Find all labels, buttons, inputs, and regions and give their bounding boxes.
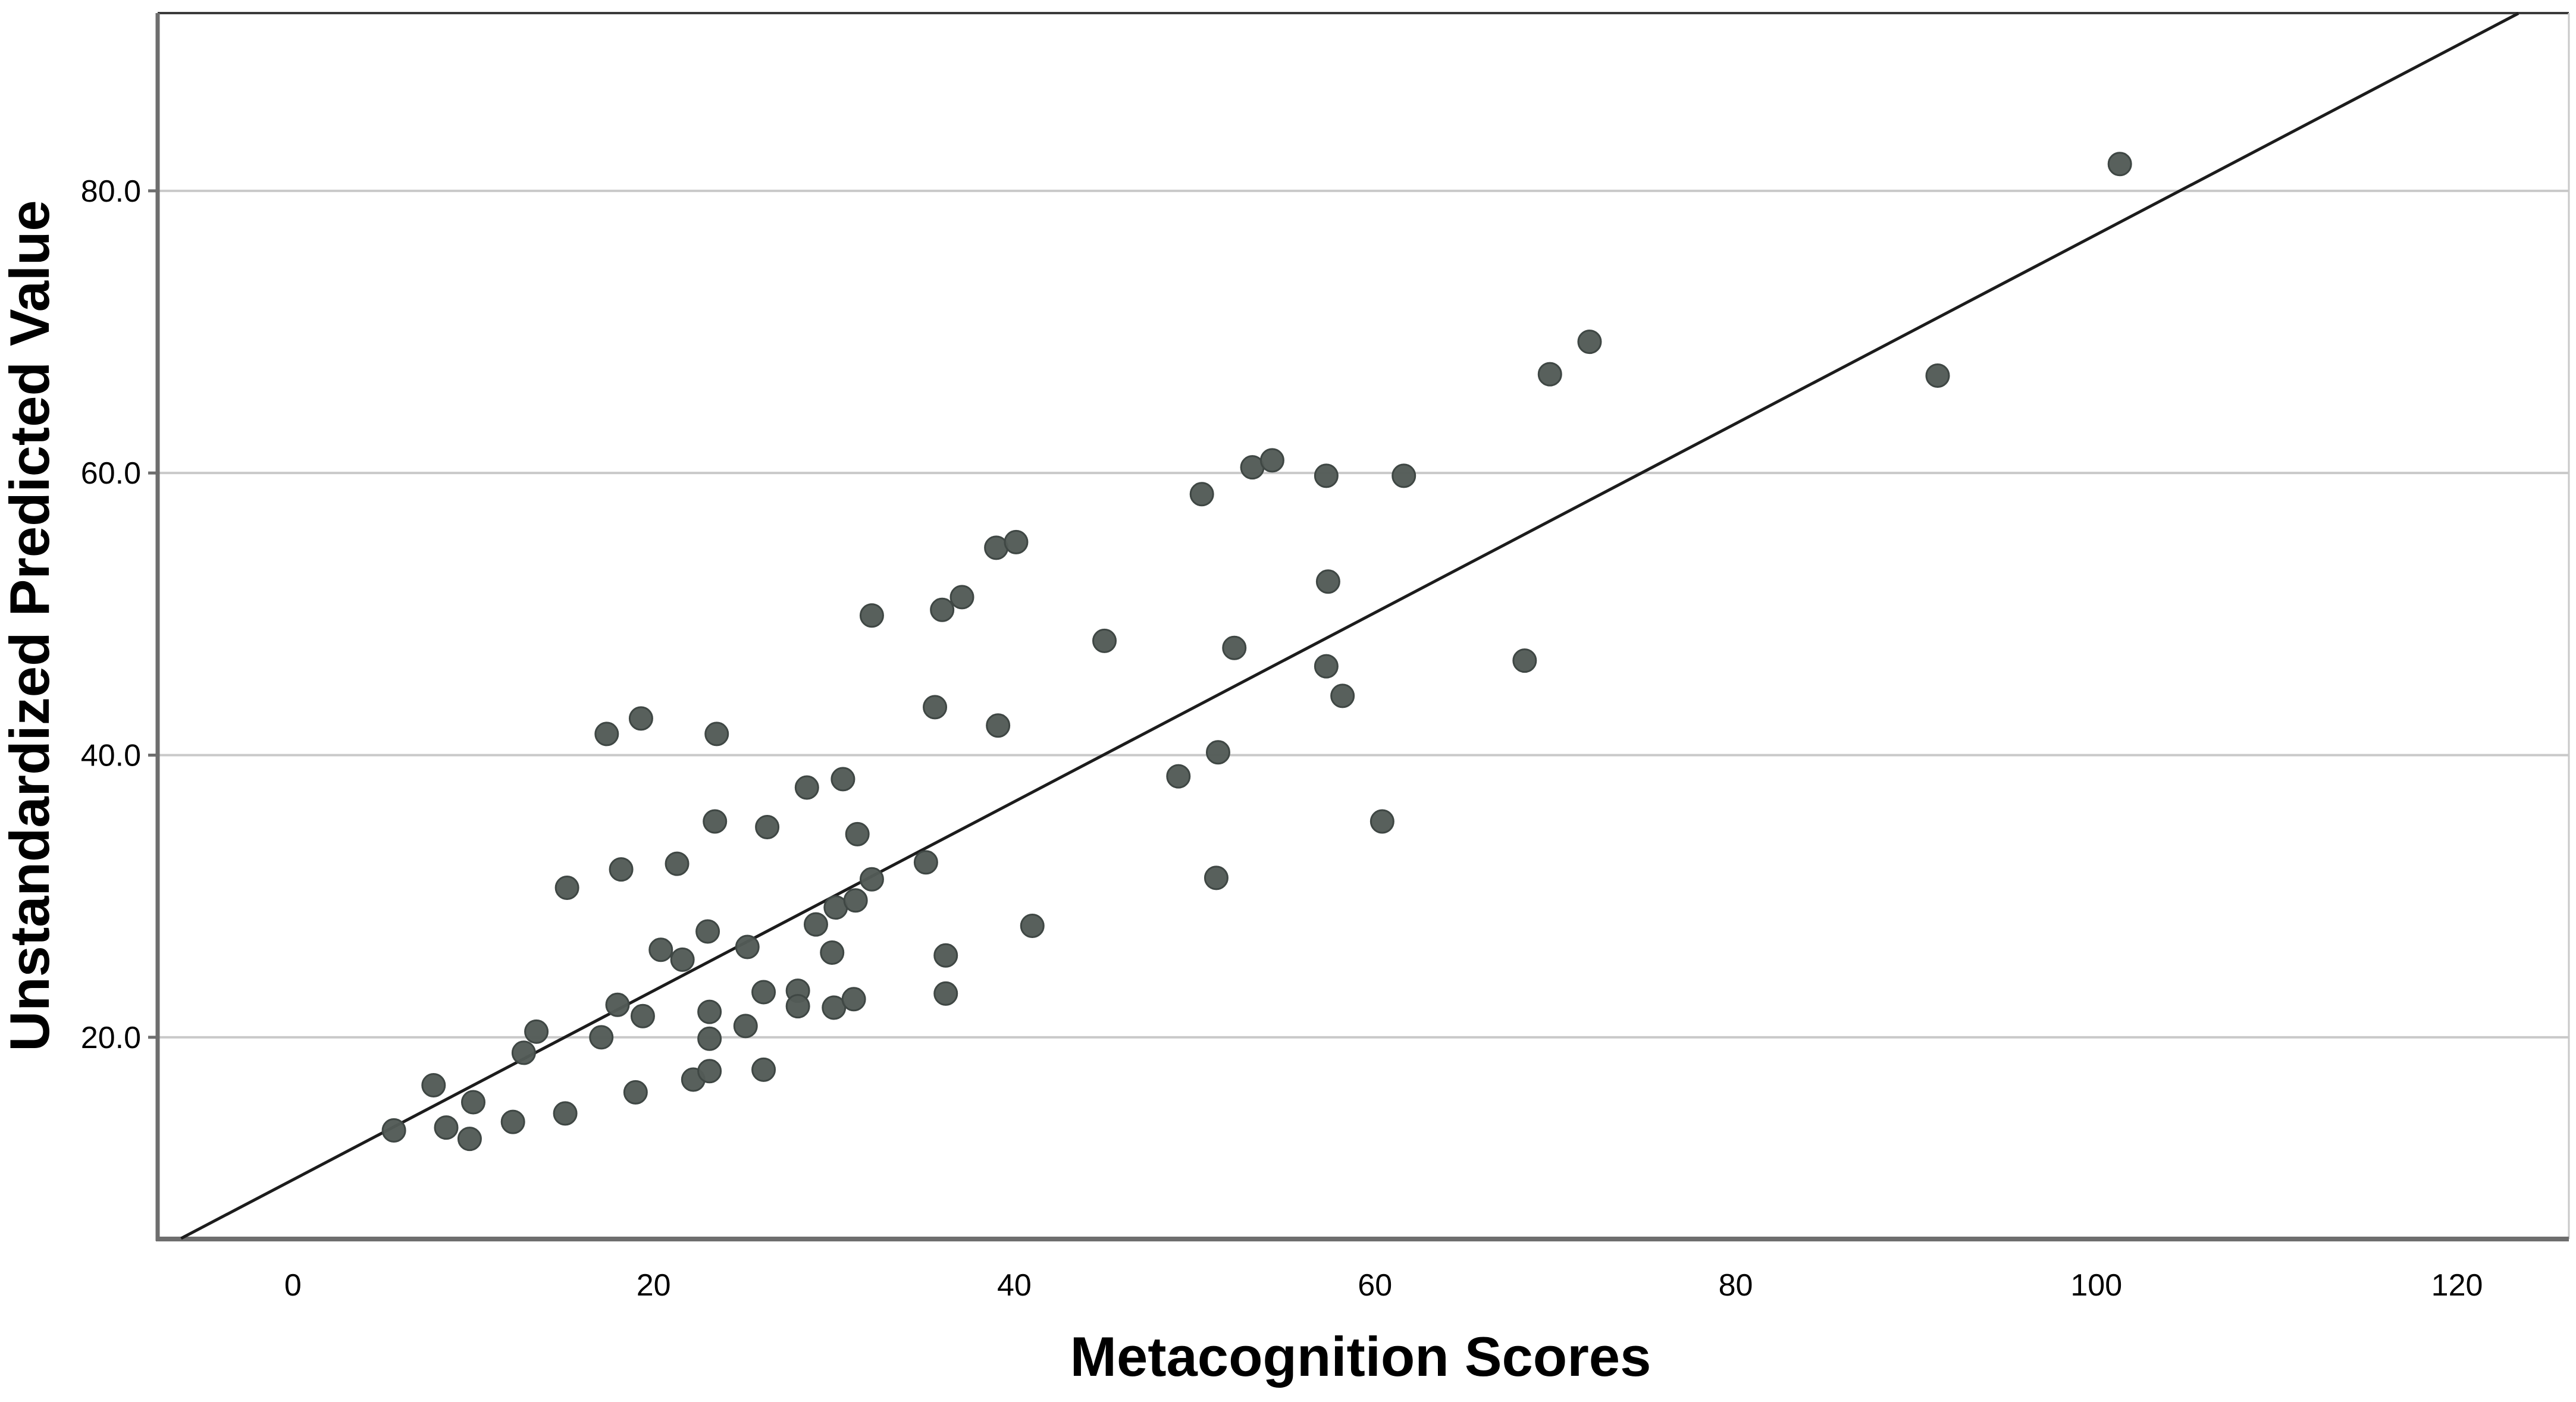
data-point	[933, 943, 958, 968]
data-point	[2107, 152, 2132, 177]
data-point	[859, 603, 884, 628]
data-point	[697, 1059, 722, 1084]
data-point	[845, 821, 870, 846]
data-point	[1314, 654, 1339, 679]
data-point	[843, 888, 868, 913]
data-point	[803, 912, 828, 937]
data-point	[1020, 913, 1045, 938]
data-point	[421, 1072, 446, 1097]
x-tick-label-20: 20	[637, 1268, 671, 1303]
data-point	[735, 934, 760, 959]
data-point	[1205, 740, 1230, 765]
data-point	[1370, 809, 1394, 834]
x-tick-label-0: 0	[284, 1268, 302, 1303]
data-point	[511, 1040, 536, 1065]
plot-area: 20.0 40.0 60.0 80.0 0 20 40 60 80 100 120	[81, 12, 2570, 1303]
data-point	[381, 1118, 406, 1143]
data-point	[986, 713, 1011, 738]
data-point	[1392, 463, 1417, 488]
data-point	[648, 937, 673, 962]
data-point	[933, 981, 958, 1006]
data-point	[697, 1026, 722, 1051]
data-point	[794, 775, 819, 800]
data-point	[923, 695, 948, 720]
data-point	[949, 585, 974, 610]
data-point	[457, 1127, 482, 1152]
data-point	[1189, 482, 1214, 507]
data-point	[594, 722, 619, 747]
data-point	[841, 987, 866, 1012]
data-point	[751, 1057, 776, 1082]
data-point	[751, 980, 776, 1005]
data-point	[1259, 448, 1284, 473]
data-point	[500, 1109, 525, 1134]
x-tick-label-100: 100	[2070, 1268, 2122, 1303]
data-point	[913, 850, 938, 875]
data-point	[831, 767, 855, 792]
data-point	[733, 1014, 758, 1039]
data-point	[1314, 463, 1339, 488]
data-point	[1004, 529, 1029, 554]
data-point	[1222, 635, 1247, 660]
data-point	[630, 1003, 655, 1028]
y-tick-label-20.0: 20.0	[81, 1021, 141, 1055]
data-point	[1315, 569, 1340, 594]
data-point	[665, 851, 690, 876]
data-point	[628, 706, 653, 731]
x-tick-label-80: 80	[1719, 1268, 1753, 1303]
data-point	[1204, 865, 1229, 890]
x-tick-label-60: 60	[1358, 1268, 1392, 1303]
data-point	[755, 814, 780, 839]
data-point	[589, 1025, 614, 1050]
data-point	[1092, 628, 1117, 653]
data-point	[609, 857, 634, 882]
data-point	[605, 992, 630, 1017]
data-point	[695, 919, 720, 944]
data-point	[859, 867, 884, 892]
x-tick-label-120: 120	[2431, 1268, 2483, 1303]
data-point	[697, 999, 722, 1024]
data-point	[524, 1019, 549, 1044]
x-axis-title: Metacognition Scores	[1070, 1325, 1651, 1388]
data-point	[1577, 330, 1602, 355]
data-point	[1330, 683, 1355, 708]
data-point	[930, 597, 955, 622]
data-point	[704, 722, 729, 747]
y-tick-label-80.0: 80.0	[81, 174, 141, 209]
fit-line	[180, 12, 2519, 1240]
y-tick-label-60.0: 60.0	[81, 456, 141, 491]
y-tick-label-40.0: 40.0	[81, 739, 141, 773]
data-point	[1925, 363, 1950, 388]
data-point	[1512, 648, 1537, 673]
data-point	[1166, 764, 1191, 789]
x-tick-label-40: 40	[997, 1268, 1032, 1303]
data-point	[820, 940, 845, 965]
data-point	[703, 809, 728, 834]
data-point	[460, 1090, 485, 1115]
data-point	[434, 1115, 459, 1140]
y-axis-title: Unstandardized Predicted Value	[0, 200, 61, 1051]
data-point	[670, 947, 695, 972]
data-point	[623, 1080, 648, 1105]
data-point	[785, 994, 810, 1019]
data-point	[1537, 362, 1562, 387]
data-point	[554, 875, 579, 900]
data-point	[553, 1101, 578, 1126]
